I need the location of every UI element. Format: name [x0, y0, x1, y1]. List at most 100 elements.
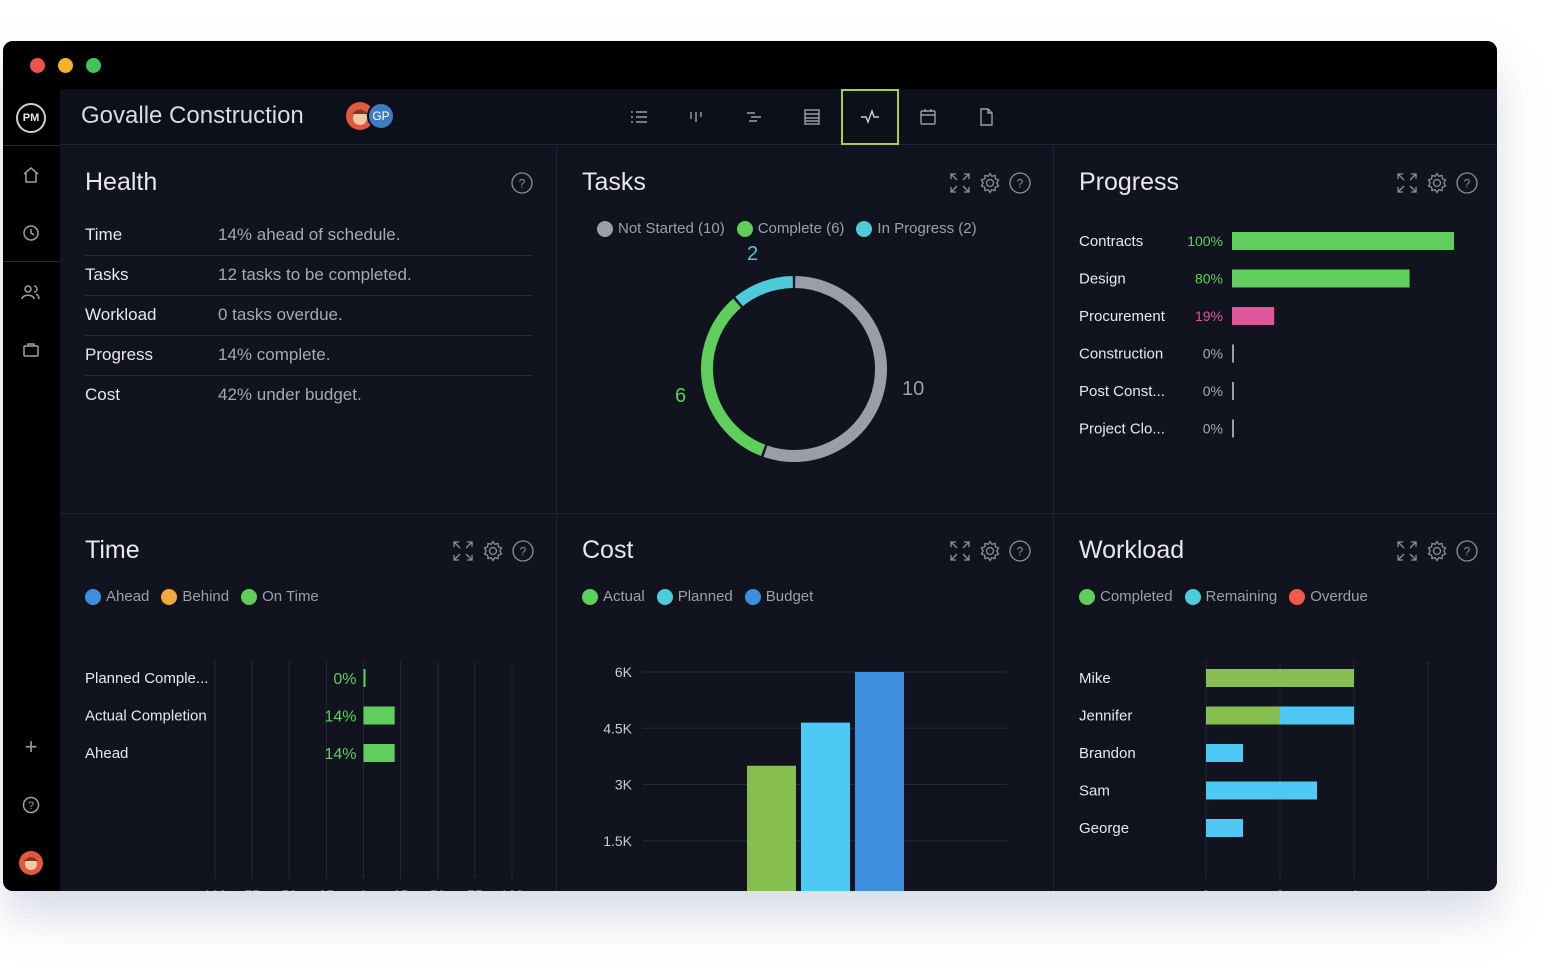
help-icon[interactable]: ?	[1009, 540, 1031, 562]
legend-swatch	[597, 220, 613, 237]
svg-text:?: ?	[1464, 177, 1471, 191]
list-view-button[interactable]	[610, 89, 668, 145]
home-icon[interactable]	[17, 161, 45, 189]
time-value-label: 0%	[333, 671, 356, 688]
health-row-value: 42% under budget.	[218, 385, 362, 404]
help-icon[interactable]: ?	[511, 172, 533, 194]
gear-icon[interactable]	[979, 172, 1001, 194]
legend-label: Not Started (10)	[618, 220, 725, 237]
legend-label: Planned	[677, 588, 733, 605]
gantt-view-button[interactable]	[725, 89, 783, 145]
legend-label: Ahead	[106, 588, 150, 605]
tasks-donut-chart: 10 6 2	[675, 243, 924, 462]
progress-panel: Progress ? Contracts 100% Design 80% Procure…	[1054, 146, 1497, 513]
legend-item[interactable]: Planned	[656, 588, 733, 605]
briefcase-icon[interactable]	[17, 336, 45, 364]
people-icon[interactable]	[17, 278, 45, 306]
gear-icon[interactable]	[1426, 172, 1448, 194]
minimize-window-button[interactable]	[58, 58, 73, 73]
gear-icon[interactable]	[482, 540, 504, 562]
x-tick-label: 0	[1202, 887, 1210, 891]
tasks-panel: Tasks ? Not Started (10) Complete (6) In…	[557, 146, 1053, 513]
expand-icon[interactable]	[1396, 172, 1418, 194]
calendar-view-button[interactable]	[899, 89, 957, 145]
help-icon[interactable]: ?	[17, 791, 45, 819]
calendar-icon	[920, 109, 936, 125]
legend-swatch	[241, 588, 258, 605]
expand-icon[interactable]	[452, 540, 474, 562]
progress-bar	[1232, 232, 1454, 250]
health-row-label: Tasks	[85, 265, 129, 284]
cost-title: Cost	[582, 536, 634, 564]
donut-slice	[735, 276, 794, 307]
y-tick-label: 4.5K	[603, 720, 632, 736]
gear-icon[interactable]	[979, 540, 1001, 562]
dashboard-view-button[interactable]	[841, 89, 899, 145]
expand-icon[interactable]	[949, 172, 971, 194]
plus-icon[interactable]: +	[24, 734, 38, 759]
legend-item[interactable]: Completed	[1079, 588, 1173, 605]
pm-logo[interactable]: PM	[16, 103, 46, 133]
time-value-label: 14%	[324, 746, 356, 763]
board-view-button[interactable]	[667, 89, 725, 145]
expand-icon[interactable]	[1396, 540, 1418, 562]
legend-label: Actual	[603, 588, 645, 605]
legend-item[interactable]: On Time	[241, 588, 319, 605]
x-tick-label: 100	[500, 887, 524, 891]
svg-text:?: ?	[1464, 545, 1471, 559]
help-icon[interactable]: ?	[1456, 172, 1478, 194]
progress-category-label: Design	[1079, 271, 1126, 288]
progress-panel-icons: ?	[1396, 172, 1478, 194]
legend-item[interactable]: Actual	[582, 588, 645, 605]
sheet-view-button[interactable]	[783, 89, 841, 145]
tasks-legend: Not Started (10) Complete (6) In Progres…	[597, 220, 977, 237]
help-icon[interactable]: ?	[1009, 172, 1031, 194]
health-row-label: Time	[85, 225, 123, 244]
legend-item[interactable]: Ahead	[85, 588, 149, 605]
workload-bar	[1206, 819, 1243, 837]
x-tick-label: 25	[319, 887, 335, 891]
expand-icon[interactable]	[949, 540, 971, 562]
time-category-label: Planned Comple...	[85, 670, 208, 687]
close-window-button[interactable]	[30, 58, 45, 73]
x-tick-label: 2	[1276, 887, 1284, 891]
legend-item[interactable]: Not Started (10)	[597, 220, 725, 237]
help-icon[interactable]: ?	[512, 540, 534, 562]
gear-icon[interactable]	[1426, 540, 1448, 562]
health-row-value: 14% complete.	[218, 345, 331, 364]
progress-bar-chart: Contracts 100% Design 80% Procurement 19% Cons…	[1079, 232, 1454, 438]
maximize-window-button[interactable]	[86, 58, 101, 73]
legend-item[interactable]: Remaining	[1184, 588, 1277, 605]
y-tick-label: $0	[616, 889, 632, 891]
clock-icon[interactable]	[17, 219, 45, 247]
legend-item[interactable]: Budget	[744, 588, 813, 605]
x-tick-label: 75	[467, 887, 483, 891]
time-legend: Ahead Behind On Time	[85, 588, 319, 605]
health-row-cost: Cost 42% under budget.	[85, 376, 533, 416]
files-view-button[interactable]	[957, 89, 1015, 145]
progress-category-label: Project Clo...	[1079, 421, 1165, 438]
tasks-title: Tasks	[582, 168, 646, 196]
legend-swatch	[656, 588, 673, 605]
legend-swatch	[1079, 588, 1095, 605]
cost-bar-chart: $0 1.5K 3K 4.5K 6K	[603, 664, 1007, 891]
legend-item[interactable]: Overdue	[1289, 588, 1368, 605]
workload-bar	[1280, 706, 1354, 725]
legend-swatch	[736, 220, 753, 237]
progress-value-label: 0%	[1203, 421, 1223, 437]
y-tick-label: 6K	[615, 664, 633, 680]
user-avatar-icon[interactable]	[17, 849, 45, 877]
user-avatar-initials[interactable]: GP	[367, 102, 395, 130]
app-window: PM + ? Govalle Construction GP	[3, 41, 1497, 891]
health-row-progress: Progress 14% complete.	[85, 336, 533, 376]
health-row-value: 14% ahead of schedule.	[218, 225, 401, 244]
time-bar	[363, 706, 395, 725]
legend-label: Completed	[1100, 588, 1173, 605]
legend-item[interactable]: Complete (6)	[736, 220, 844, 237]
help-icon[interactable]: ?	[1456, 540, 1478, 562]
progress-category-label: Contracts	[1079, 233, 1143, 250]
legend-item[interactable]: Behind	[161, 588, 229, 605]
list-icon	[631, 111, 647, 123]
legend-item[interactable]: In Progress (2)	[856, 220, 977, 237]
progress-value-label: 100%	[1187, 233, 1223, 249]
